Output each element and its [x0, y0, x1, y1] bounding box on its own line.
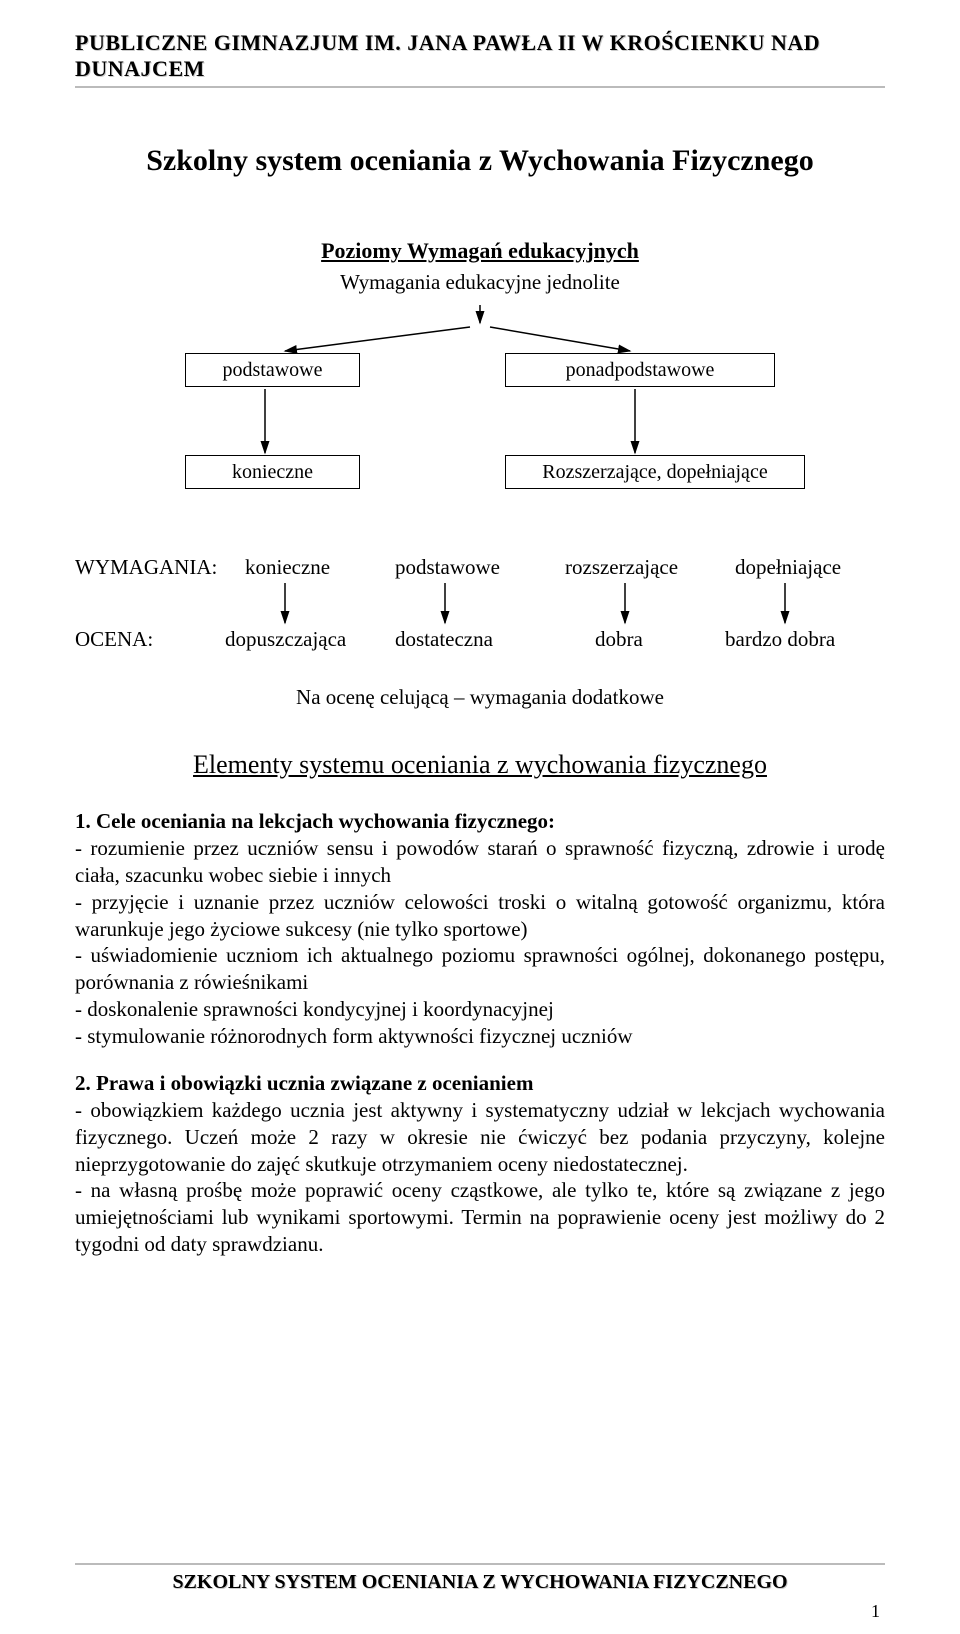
- ocena-c3: dobra: [595, 627, 643, 652]
- page-footer-band: SZKOLNY SYSTEM OCENIANIA Z WYCHOWANIA FI…: [75, 1563, 885, 1594]
- flow-diagram: podstawowe ponadpodstawowe konieczne Roz…: [75, 305, 885, 665]
- wymagania-c2: podstawowe: [395, 555, 500, 580]
- para1-body: - rozumienie przez uczniów sensu i powod…: [75, 836, 885, 1048]
- extra-note: Na ocenę celującą – wymagania dodatkowe: [75, 685, 885, 710]
- diagram-box-ponadpodstawowe: ponadpodstawowe: [505, 353, 775, 387]
- wymagania-c3: rozszerzające: [565, 555, 678, 580]
- page-number: 1: [871, 1601, 880, 1622]
- ocena-c2: dostateczna: [395, 627, 493, 652]
- para1-head: 1. Cele oceniania na lekcjach wychowania…: [75, 809, 555, 833]
- wymagania-c1: konieczne: [245, 555, 330, 580]
- section-subheading: Wymagania edukacyjne jednolite: [75, 270, 885, 295]
- ocena-c1: dopuszczająca: [225, 627, 346, 652]
- para-2: 2. Prawa i obowiązki ucznia związane z o…: [75, 1070, 885, 1258]
- section-subtitle: Poziomy Wymagań edukacyjnych: [75, 238, 885, 264]
- diagram-box-konieczne: konieczne: [185, 455, 360, 489]
- diagram-box-podstawowe: podstawowe: [185, 353, 360, 387]
- ocena-label: OCENA:: [75, 627, 153, 652]
- document-title: Szkolny system oceniania z Wychowania Fi…: [75, 144, 885, 178]
- para2-head: 2. Prawa i obowiązki ucznia związane z o…: [75, 1071, 533, 1095]
- page-header-band: PUBLICZNE GIMNAZJUM IM. JANA PAWŁA II W …: [75, 30, 885, 88]
- body-text: 1. Cele oceniania na lekcjach wychowania…: [75, 808, 885, 1258]
- para2-body: - obowiązkiem każdego ucznia jest aktywn…: [75, 1098, 885, 1256]
- wymagania-c4: dopełniające: [735, 555, 841, 580]
- para-1: 1. Cele oceniania na lekcjach wychowania…: [75, 808, 885, 1050]
- wymagania-label: WYMAGANIA:: [75, 555, 217, 580]
- section-heading-elements: Elementy systemu oceniania z wychowania …: [75, 750, 885, 780]
- diagram-box-rozszerzajace: Rozszerzające, dopełniające: [505, 455, 805, 489]
- ocena-c4: bardzo dobra: [725, 627, 835, 652]
